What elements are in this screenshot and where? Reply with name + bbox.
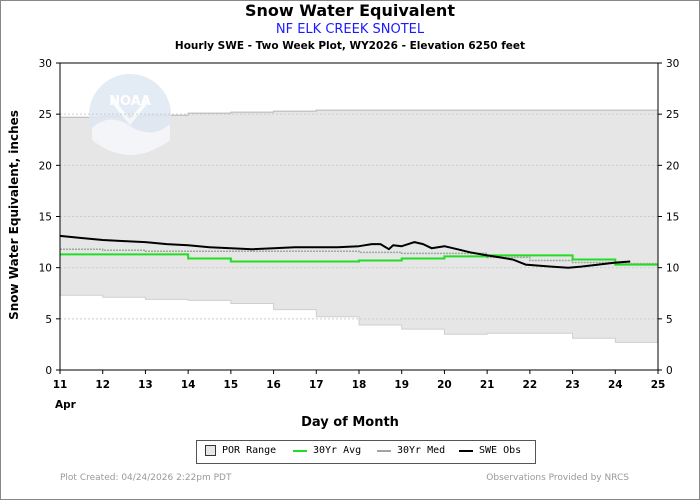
por-range-min-edge — [60, 294, 658, 343]
x-tick-label: 18 — [352, 379, 367, 391]
30yr-avg-swatch — [293, 449, 307, 452]
y-tick-label-left: 25 — [39, 109, 52, 121]
y-tick-label-right: 20 — [666, 160, 679, 172]
legend-label: 30Yr Avg — [313, 445, 362, 456]
y-tick-label-right: 25 — [666, 109, 679, 121]
chart-title: Snow Water Equivalent — [245, 1, 455, 20]
plot-created-text: Plot Created: 04/24/2026 2:22pm PDT — [60, 473, 232, 483]
legend-item-swe-obs: SWE Obs — [459, 445, 521, 456]
series-30yr-avg — [60, 253, 658, 266]
x-tick-label: 20 — [437, 379, 452, 391]
x-tick-label: 16 — [266, 379, 281, 391]
noaa-logo-wave — [92, 119, 170, 155]
x-axis-label: Day of Month — [301, 415, 399, 430]
x-tick-label: 22 — [523, 379, 538, 391]
legend-label: POR Range — [222, 445, 277, 456]
legend-label: SWE Obs — [479, 445, 522, 456]
x-tick-label: 13 — [138, 379, 153, 391]
y-tick-label-left: 30 — [39, 58, 52, 70]
x-tick-label: 19 — [394, 379, 409, 391]
noaa-logo: NOAA — [89, 74, 171, 156]
y-tick-label-left: 15 — [39, 212, 52, 224]
swe-obs-swatch — [459, 449, 473, 452]
y-tick-label-right: 0 — [666, 365, 673, 377]
por-range-swatch — [205, 445, 216, 456]
x-tick-label: 25 — [651, 379, 666, 391]
x-tick-label: 15 — [224, 379, 239, 391]
y-tick-label-right: 10 — [666, 263, 679, 275]
observations-credit: Observations Provided by NRCS — [486, 473, 629, 483]
x-tick-label: 11 — [53, 379, 68, 391]
series-swe-obs — [59, 234, 631, 269]
x-tick-label: 23 — [565, 379, 580, 391]
y-tick-label-right: 30 — [666, 58, 679, 70]
y-axis-label: Snow Water Equivalent, inches — [7, 110, 21, 320]
y-tick-label-left: 5 — [45, 314, 52, 326]
series-30yr-med — [60, 248, 658, 265]
y-tick-label-left: 0 — [45, 365, 52, 377]
legend: POR Range 30Yr Avg 30Yr Med SWE Obs — [196, 440, 536, 464]
por-range-band — [60, 110, 658, 343]
x-tick-label: 12 — [95, 379, 110, 391]
y-tick-label-left: 10 — [39, 263, 52, 275]
month-label: Apr — [55, 399, 76, 411]
x-tick-label: 14 — [181, 379, 196, 391]
x-tick-label: 24 — [608, 379, 623, 391]
legend-item-30yr-avg: 30Yr Avg — [293, 445, 361, 456]
legend-item-por-range: POR Range — [205, 445, 276, 456]
x-tick-label: 21 — [480, 379, 495, 391]
y-tick-label-left: 20 — [39, 160, 52, 172]
y-tick-label-right: 15 — [666, 212, 679, 224]
legend-item-30yr-med: 30Yr Med — [377, 445, 445, 456]
y-tick-label-right: 5 — [666, 314, 673, 326]
30yr-med-swatch — [377, 449, 391, 452]
plot-description: Hourly SWE - Two Week Plot, WY2026 - Ele… — [174, 40, 526, 52]
station-subtitle: NF ELK CREEK SNOTEL — [275, 22, 425, 37]
noaa-logo-text: NOAA — [109, 94, 151, 109]
legend-label: 30Yr Med — [397, 445, 446, 456]
x-tick-label: 17 — [309, 379, 324, 391]
noaa-logo-bird — [110, 98, 150, 126]
